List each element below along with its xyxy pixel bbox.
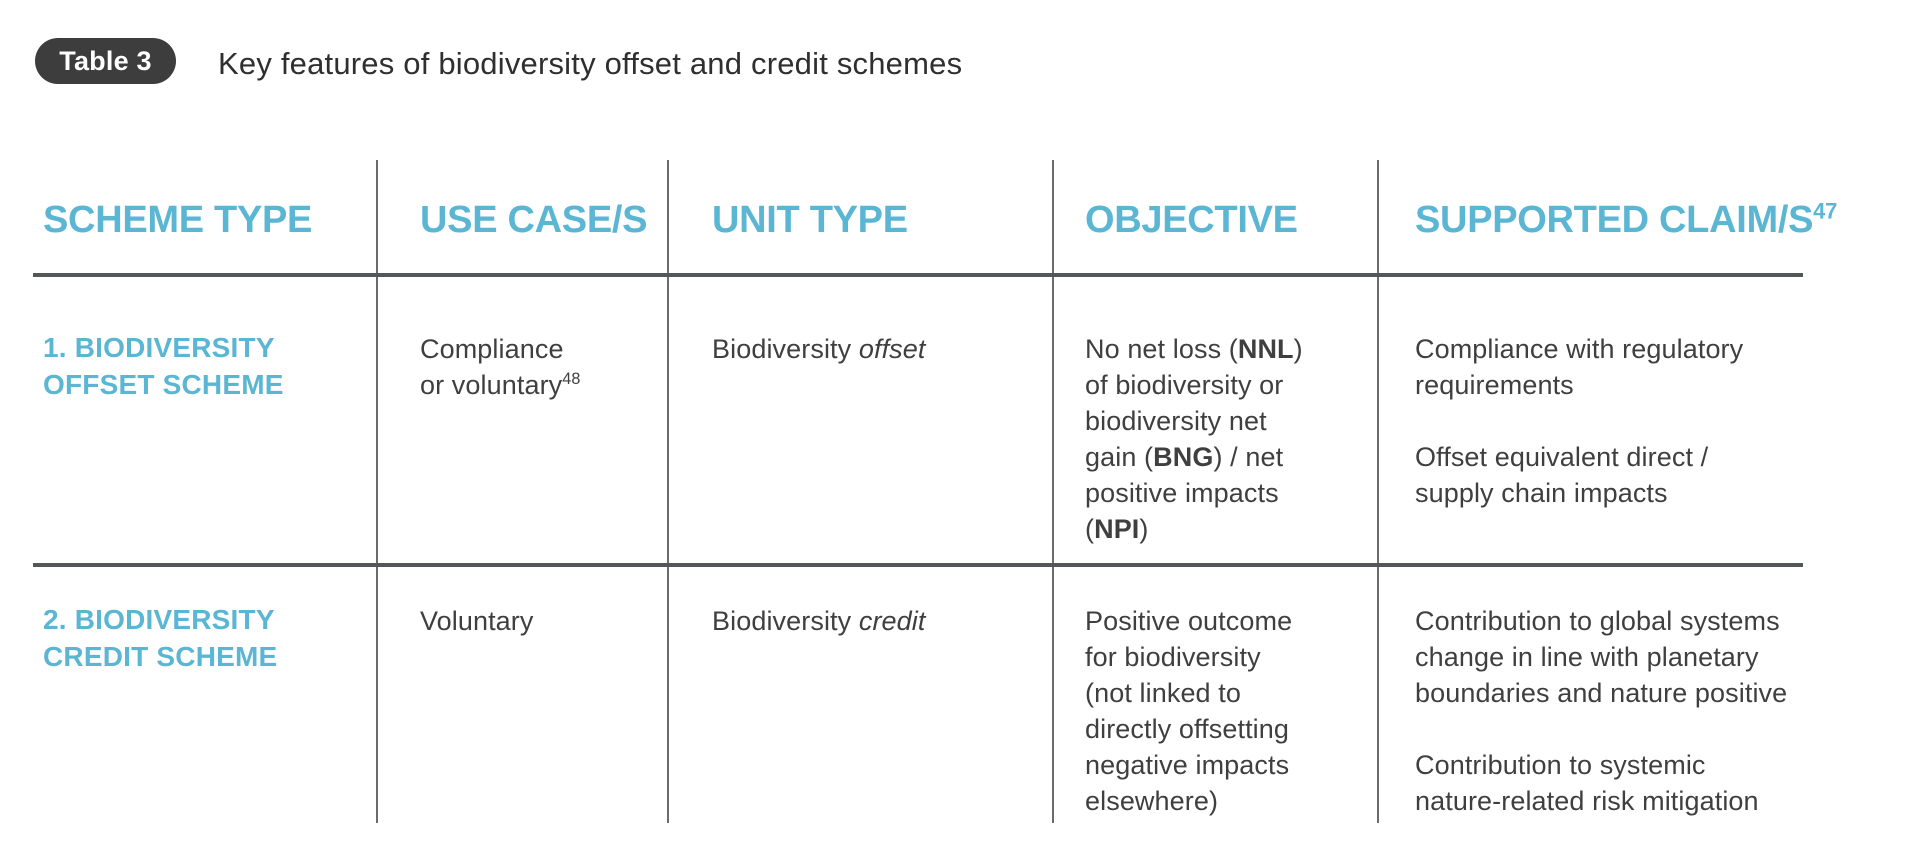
header-rule: [33, 273, 1803, 277]
cell-supported-claims: Compliance with regulatory requirements …: [1415, 334, 1744, 508]
cell-supported-claims: Contribution to global systems change in…: [1415, 606, 1788, 816]
table-number-label: Table 3: [59, 45, 152, 76]
cell-scheme-type: 2. BIODIVERSITY CREDIT SCHEME: [43, 604, 278, 672]
column-divider: [667, 160, 669, 823]
row-divider: [33, 563, 1803, 567]
column-header-objective: OBJECTIVE: [1085, 199, 1298, 242]
table-number-badge: Table 3: [35, 38, 176, 84]
column-header-unit-type: UNIT TYPE: [712, 199, 908, 242]
cell-unit-type: Biodiversity offset: [712, 334, 926, 364]
cell-scheme-type: 1. BIODIVERSITY OFFSET SCHEME: [43, 332, 284, 400]
cell-objective: No net loss (NNL) of biodiversity or bio…: [1085, 334, 1303, 544]
column-divider: [376, 160, 378, 823]
column-header-label: USE CASE/S: [420, 199, 648, 241]
column-header-supported-claims: SUPPORTED CLAIM/S47: [1415, 199, 1837, 242]
column-header-footnote: 47: [1813, 198, 1838, 224]
column-header-label: SUPPORTED CLAIM/S: [1415, 199, 1814, 241]
column-divider: [1052, 160, 1054, 823]
cell-unit-type: Biodiversity credit: [712, 606, 926, 636]
cell-objective: Positive outcome for biodiversity (not l…: [1085, 606, 1293, 816]
table-caption-title: Key features of biodiversity offset and …: [218, 46, 963, 81]
cell-use-case: Compliance or voluntary48: [420, 334, 581, 400]
column-header-use-case: USE CASE/S: [420, 199, 647, 242]
cell-use-case: Voluntary: [420, 606, 534, 636]
column-header-scheme-type: SCHEME TYPE: [43, 199, 312, 242]
column-header-label: UNIT TYPE: [712, 199, 908, 241]
column-header-label: OBJECTIVE: [1085, 199, 1298, 241]
column-header-label: SCHEME TYPE: [43, 199, 313, 241]
column-divider: [1377, 160, 1379, 823]
